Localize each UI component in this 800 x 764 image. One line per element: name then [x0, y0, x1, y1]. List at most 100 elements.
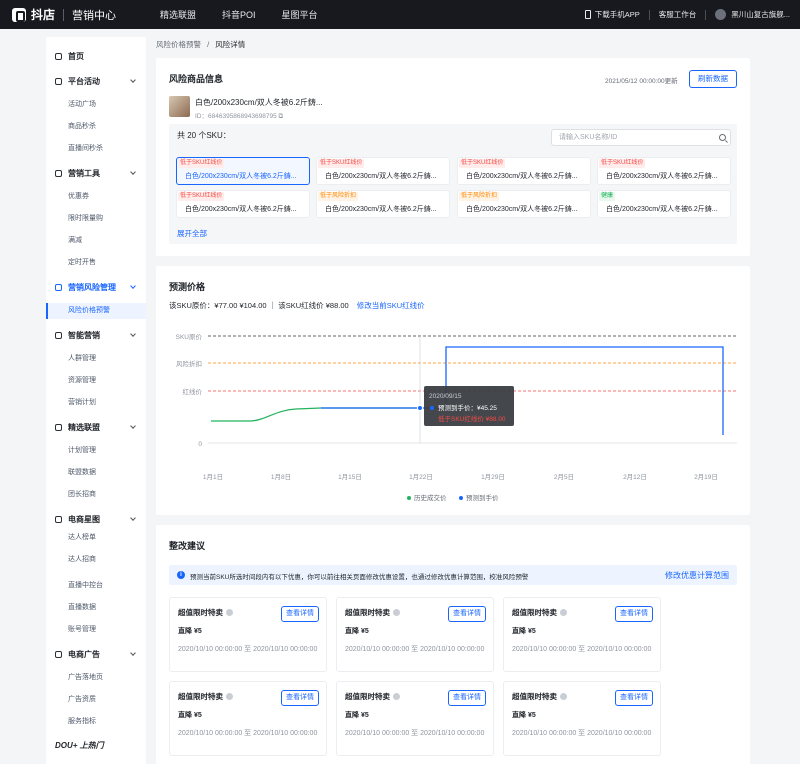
modify-calc-range-link[interactable]: 修改优惠计算范围	[665, 571, 729, 580]
chevron-down-icon	[130, 423, 136, 429]
offer-title: 超值限时特卖	[178, 607, 233, 618]
y-label-zero: 0	[198, 441, 202, 448]
help-icon[interactable]	[560, 609, 567, 616]
sku-card[interactable]: 低于SKU红线价 白色/200x230cm/双人冬被6.2斤鋳...	[597, 157, 731, 185]
sidebar-item-risk-price-alert[interactable]: 风险价格预警	[46, 303, 146, 319]
product-id[interactable]: ID：6846395868943698795 ⧉	[195, 113, 284, 120]
help-icon[interactable]	[393, 609, 400, 616]
x-tick-label: 1月15日	[338, 473, 362, 481]
shop-name[interactable]: 黑川山复古旗舰...	[731, 10, 790, 19]
legend-history-label[interactable]: 历史成交价	[414, 493, 447, 502]
help-icon[interactable]	[226, 609, 233, 616]
series-history-price	[211, 407, 418, 422]
sidebar-item-coupon[interactable]: 优惠券	[68, 193, 89, 200]
sidebar-item-home[interactable]: 首页	[46, 48, 146, 64]
x-tick-label: 2月5日	[554, 473, 574, 481]
sidebar-item-scheduled-sale[interactable]: 定时开售	[68, 259, 96, 266]
sidebar: 首页 平台活动 活动广场 商品秒杀 直播间秒杀 营销工具 优惠券 限时限量购 满…	[46, 37, 146, 764]
chevron-down-icon	[130, 515, 136, 521]
x-tick-label: 1月1日	[203, 473, 223, 481]
logo[interactable]: 抖店 营销中心	[12, 6, 116, 23]
sidebar-item-live-console[interactable]: 直播中控台	[68, 582, 103, 589]
sku-card[interactable]: 低于SKU红线价 白色/200x230cm/双人冬被6.2斤鋳...	[316, 157, 450, 185]
sidebar-item-crowd-management[interactable]: 人群管理	[68, 355, 96, 362]
sku-search-input[interactable]	[551, 129, 731, 146]
sidebar-item-leader-recruit[interactable]: 团长招商	[68, 491, 96, 498]
top-nav-item-xingtu[interactable]: 星图平台	[281, 10, 318, 20]
product-name: 白色/200x230cm/双人冬被6.2斤鋳...	[195, 98, 323, 107]
view-details-button[interactable]: 查看详情	[615, 606, 653, 622]
hover-point[interactable]	[417, 405, 423, 411]
download-app-link[interactable]: 下载手机APP	[594, 10, 640, 19]
sidebar-item-limited-purchase[interactable]: 限时限量购	[68, 215, 103, 222]
sidebar-item-resource-management[interactable]: 资源管理	[68, 377, 96, 384]
sku-card[interactable]: 低于风险折扣 白色/200x230cm/双人冬被6.2斤鋳...	[457, 190, 591, 218]
view-details-button[interactable]: 查看详情	[281, 606, 319, 622]
sku-panel: 共 20 个SKU： 低于SKU红线价 白色/200x230cm/双人冬被6.2…	[169, 124, 737, 244]
sidebar-item-account-management[interactable]: 账号管理	[68, 626, 96, 633]
legend-forecast-label[interactable]: 预测到手价	[466, 493, 499, 502]
expand-all-link[interactable]: 展开全部	[177, 229, 207, 238]
avatar[interactable]	[715, 9, 727, 20]
sku-card[interactable]: 低于SKU红线价 白色/200x230cm/双人冬被6.2斤鋳...	[176, 157, 310, 185]
home-icon	[55, 52, 62, 60]
sidebar-group-risk-management[interactable]: 营销风险管理	[46, 279, 146, 295]
sidebar-item-talent-recruit[interactable]: 达人招商	[68, 556, 96, 563]
sidebar-group-ads[interactable]: 电商广告	[46, 646, 146, 662]
help-icon[interactable]	[226, 693, 233, 700]
top-nav-item-alliance[interactable]: 精选联盟	[160, 10, 197, 20]
sku-card[interactable]: 低于风险折扣 白色/200x230cm/双人冬被6.2斤鋳...	[316, 190, 450, 218]
workbench-link[interactable]: 客服工作台	[658, 10, 697, 19]
breadcrumb-current: 风险详情	[215, 40, 246, 49]
refresh-time: 2021/05/12 00:00:00更新	[605, 78, 678, 85]
sidebar-group-smart-marketing[interactable]: 智能营销	[46, 327, 146, 343]
sidebar-item-alliance-data[interactable]: 联盟数据	[68, 469, 96, 476]
sku-card[interactable]: 低于SKU红线价 白色/200x230cm/双人冬被6.2斤鋳...	[457, 157, 591, 185]
sidebar-group-marketing-tools[interactable]: 营销工具	[46, 165, 146, 181]
sidebar-item-full-reduction[interactable]: 满减	[68, 237, 82, 244]
sku-desc: 白色/200x230cm/双人冬被6.2斤鋳...	[606, 173, 718, 180]
top-nav-item-poi[interactable]: 抖音POI	[222, 10, 256, 20]
sidebar-item-plan-management[interactable]: 计划管理	[68, 447, 96, 454]
view-details-button[interactable]: 查看详情	[281, 690, 319, 706]
card-title: 整改建议	[169, 541, 206, 551]
breadcrumb-parent[interactable]: 风险价格预警	[156, 40, 201, 49]
view-details-button[interactable]: 查看详情	[448, 606, 486, 622]
sidebar-group-platform-activity[interactable]: 平台活动	[46, 73, 146, 89]
sku-card[interactable]: 健康 白色/200x230cm/双人冬被6.2斤鋳...	[597, 190, 731, 218]
help-icon[interactable]	[393, 693, 400, 700]
sidebar-item-ad-qualification[interactable]: 广告资质	[68, 696, 96, 703]
search-icon[interactable]	[719, 134, 726, 141]
sku-card[interactable]: 低于SKU红线价 白色/200x230cm/双人冬被6.2斤鋳...	[176, 190, 310, 218]
offer-discount: 直降 ¥5	[178, 712, 202, 719]
card-title: 预测价格	[169, 282, 206, 292]
sidebar-item-service-metrics[interactable]: 服务指标	[68, 718, 96, 725]
sku-status-tag: 低于SKU红线价	[459, 159, 506, 168]
series-forecast-price	[321, 346, 724, 435]
offer-discount: 直降 ¥5	[345, 628, 369, 635]
help-icon[interactable]	[560, 693, 567, 700]
tooltip-forecast-price: 预测到手价：¥45.25	[438, 403, 497, 412]
sidebar-item-live-flash-sale[interactable]: 直播间秒杀	[68, 145, 103, 152]
refresh-button[interactable]: 刷新数据	[689, 70, 737, 88]
breadcrumb: 风险价格预警 / 风险详情	[156, 39, 245, 50]
modify-redline-link[interactable]: 修改当前SKU红线价	[356, 301, 425, 310]
sidebar-group-xingtu[interactable]: 电商星图	[46, 511, 146, 527]
alliance-icon	[55, 423, 62, 431]
sidebar-item-activity-square[interactable]: 活动广场	[68, 101, 96, 108]
doudian-logo-icon	[12, 7, 26, 22]
sidebar-group-alliance[interactable]: 精选联盟	[46, 419, 146, 435]
sidebar-item-ad-landing[interactable]: 广告落地页	[68, 674, 103, 681]
sidebar-item-live-data[interactable]: 直播数据	[68, 604, 96, 611]
x-tick-label: 2月19日	[694, 473, 718, 481]
offer-discount: 直降 ¥5	[178, 628, 202, 635]
sidebar-item-talent-list[interactable]: 达人榜单	[68, 534, 96, 541]
view-details-button[interactable]: 查看详情	[448, 690, 486, 706]
view-details-button[interactable]: 查看详情	[615, 690, 653, 706]
sidebar-item-marketing-plan[interactable]: 营销计划	[68, 399, 96, 406]
tooltip-dot	[430, 406, 434, 410]
price-chart: SKU原价 风险折扣 红线价 0 2020/09/15 预测到手价：¥45.25…	[176, 333, 737, 502]
sidebar-item-flash-sale[interactable]: 商品秒杀	[68, 123, 96, 130]
top-nav: 精选联盟 抖音POI 星图平台	[160, 8, 344, 21]
sidebar-item-dou-plus[interactable]: DOU+ 上热门	[55, 741, 104, 750]
